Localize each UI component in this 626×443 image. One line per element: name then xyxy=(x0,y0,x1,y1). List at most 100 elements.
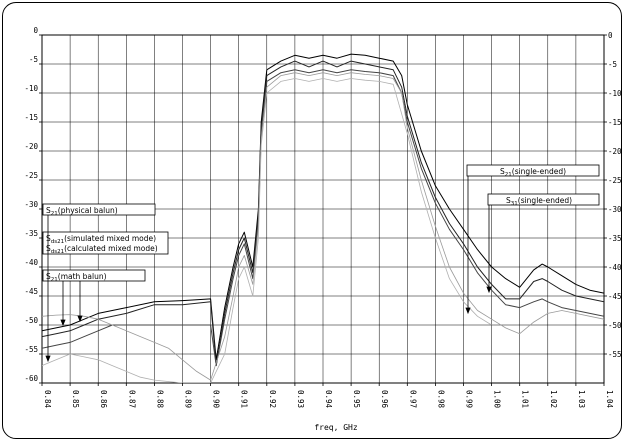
y-tick-label-right: -35 xyxy=(608,234,622,243)
y-tick-label: -60 xyxy=(24,374,38,383)
svg-text:S21(math balun): S21(math balun) xyxy=(46,272,107,283)
svg-text:Sds21(calculated mixed mode): Sds21(calculated mixed mode) xyxy=(46,244,158,255)
x-tick-label: 0.92 xyxy=(268,390,277,408)
x-tick: 0.85 xyxy=(69,383,80,408)
x-tick-label: 1.03 xyxy=(577,390,586,408)
y-tick-label-right: -45 xyxy=(608,292,622,301)
y-tick-left: -10 xyxy=(24,84,42,94)
x-tick-label: 0.94 xyxy=(324,390,333,409)
y-tick-left: -60 xyxy=(24,374,42,384)
annotation-s21-physical: S21(physical balun) xyxy=(42,203,156,217)
y-tick-label-right: -50 xyxy=(608,321,622,330)
y-tick-right: 0 xyxy=(604,31,613,40)
series-line-4 xyxy=(42,72,604,381)
arrowhead-s21-math xyxy=(60,319,66,327)
x-tick-label: 0.88 xyxy=(155,390,164,409)
y-tick-label-right: -15 xyxy=(608,118,622,127)
x-tick-label: 0.96 xyxy=(380,390,389,409)
y-tick-label: -5 xyxy=(29,55,38,64)
y-tick-right: -20 xyxy=(604,147,622,156)
y-tick-label: -15 xyxy=(24,113,38,122)
y-tick-label: 0 xyxy=(33,26,38,35)
x-tick-label: 0.97 xyxy=(408,390,417,408)
svg-text:S31(single-ended): S31(single-ended) xyxy=(506,196,572,207)
y-tick-right: -40 xyxy=(604,263,622,272)
x-tick: 0.86 xyxy=(97,383,108,409)
x-tick: 0.87 xyxy=(125,383,136,408)
y-tick-left: -15 xyxy=(24,113,42,123)
y-tick-label-right: -55 xyxy=(608,350,622,359)
x-tick: 1.02 xyxy=(547,383,558,408)
svg-text:S21(physical balun): S21(physical balun) xyxy=(46,206,118,217)
y-axis-right: 0 -5 -10 -15 -20 -25 -30 -35 -40 -45 -50 -55 xyxy=(604,31,622,359)
x-tick: 1.03 xyxy=(575,383,586,408)
series-line-5 xyxy=(42,78,492,383)
y-tick-left: -25 xyxy=(24,171,42,181)
y-tick-right: -45 xyxy=(604,292,622,301)
y-tick-right: -15 xyxy=(604,118,622,127)
y-tick-label-right: -25 xyxy=(608,176,622,185)
x-tick: 0.94 xyxy=(322,383,333,409)
y-tick-right: -10 xyxy=(604,89,622,98)
x-tick-label: 0.98 xyxy=(436,390,445,409)
arrowhead-s31-single xyxy=(486,286,492,294)
x-tick-label: 0.84 xyxy=(43,390,52,409)
y-tick-left: -5 xyxy=(29,55,42,65)
annotation-sds21-mixed: Sds21(simulated mixed mode) Sds21(calcul… xyxy=(42,231,169,255)
y-tick-label: -40 xyxy=(24,258,38,267)
y-tick-right: -25 xyxy=(604,176,622,185)
y-tick-right: -50 xyxy=(604,321,622,330)
y-tick-label: -25 xyxy=(24,171,38,180)
x-tick: 0.97 xyxy=(406,383,417,408)
x-axis-label: freq, GHz xyxy=(314,423,358,432)
y-tick-left: -45 xyxy=(24,287,42,297)
y-tick-right: -30 xyxy=(604,205,622,214)
y-tick-label-right: -40 xyxy=(608,263,622,272)
x-tick: 0.84 xyxy=(41,383,52,409)
x-tick-label: 0.93 xyxy=(296,390,305,408)
x-tick-label: 1.00 xyxy=(493,390,502,409)
x-tick-label: 1.04 xyxy=(605,390,614,409)
y-tick-label-right: -10 xyxy=(608,89,622,98)
x-tick: 0.99 xyxy=(463,383,474,408)
x-tick-label: 0.89 xyxy=(184,390,193,408)
x-tick: 0.91 xyxy=(238,383,249,408)
y-tick-label: -20 xyxy=(24,142,38,151)
x-tick: 0.98 xyxy=(434,383,445,409)
y-tick-label: -30 xyxy=(24,200,38,209)
arrowhead-sds21 xyxy=(77,315,83,323)
x-tick: 0.90 xyxy=(210,383,221,409)
x-tick-label: 0.99 xyxy=(465,390,474,408)
annotation-s21-single-ended: S21(single-ended) xyxy=(466,164,600,178)
x-tick-label: 1.02 xyxy=(549,390,558,408)
x-tick-label: 1.01 xyxy=(521,390,530,408)
y-tick-right: -35 xyxy=(604,234,622,243)
y-tick-label: -55 xyxy=(24,345,38,354)
x-tick: 0.89 xyxy=(182,383,193,408)
series-lines xyxy=(42,53,604,383)
y-tick-label: -35 xyxy=(24,229,38,238)
svg-text:Sds21(simulated mixed mode): Sds21(simulated mixed mode) xyxy=(46,234,156,245)
svg-text:S21(single-ended): S21(single-ended) xyxy=(500,167,566,178)
y-tick-left: -30 xyxy=(24,200,42,210)
y-tick-label: -50 xyxy=(24,316,38,325)
y-tick-label-right: -30 xyxy=(608,205,622,214)
x-tick: 0.96 xyxy=(378,383,389,409)
x-tick: 1.01 xyxy=(519,383,530,408)
annotation-arrows xyxy=(45,176,492,363)
annotation-s21-math: S21(math balun) xyxy=(42,269,146,283)
y-axis-left: 0 -5 -10 -15 -20 -25 -30 -35 -40 -45 -50 -55 -60 xyxy=(24,26,42,384)
x-tick-label: 0.90 xyxy=(212,390,221,409)
y-tick-label-right: 0 xyxy=(608,31,613,40)
y-tick-label: -45 xyxy=(24,287,38,296)
y-tick-right: -5 xyxy=(604,60,617,69)
x-tick: 0.95 xyxy=(350,383,361,408)
x-tick: 1.00 xyxy=(491,383,502,409)
y-tick-left: -55 xyxy=(24,345,42,355)
y-tick-label-right: -20 xyxy=(608,147,622,156)
y-tick-label-right: -5 xyxy=(608,60,617,69)
y-tick-left: -50 xyxy=(24,316,42,326)
series-line-1 xyxy=(42,53,604,361)
y-tick-left: -40 xyxy=(24,258,42,268)
